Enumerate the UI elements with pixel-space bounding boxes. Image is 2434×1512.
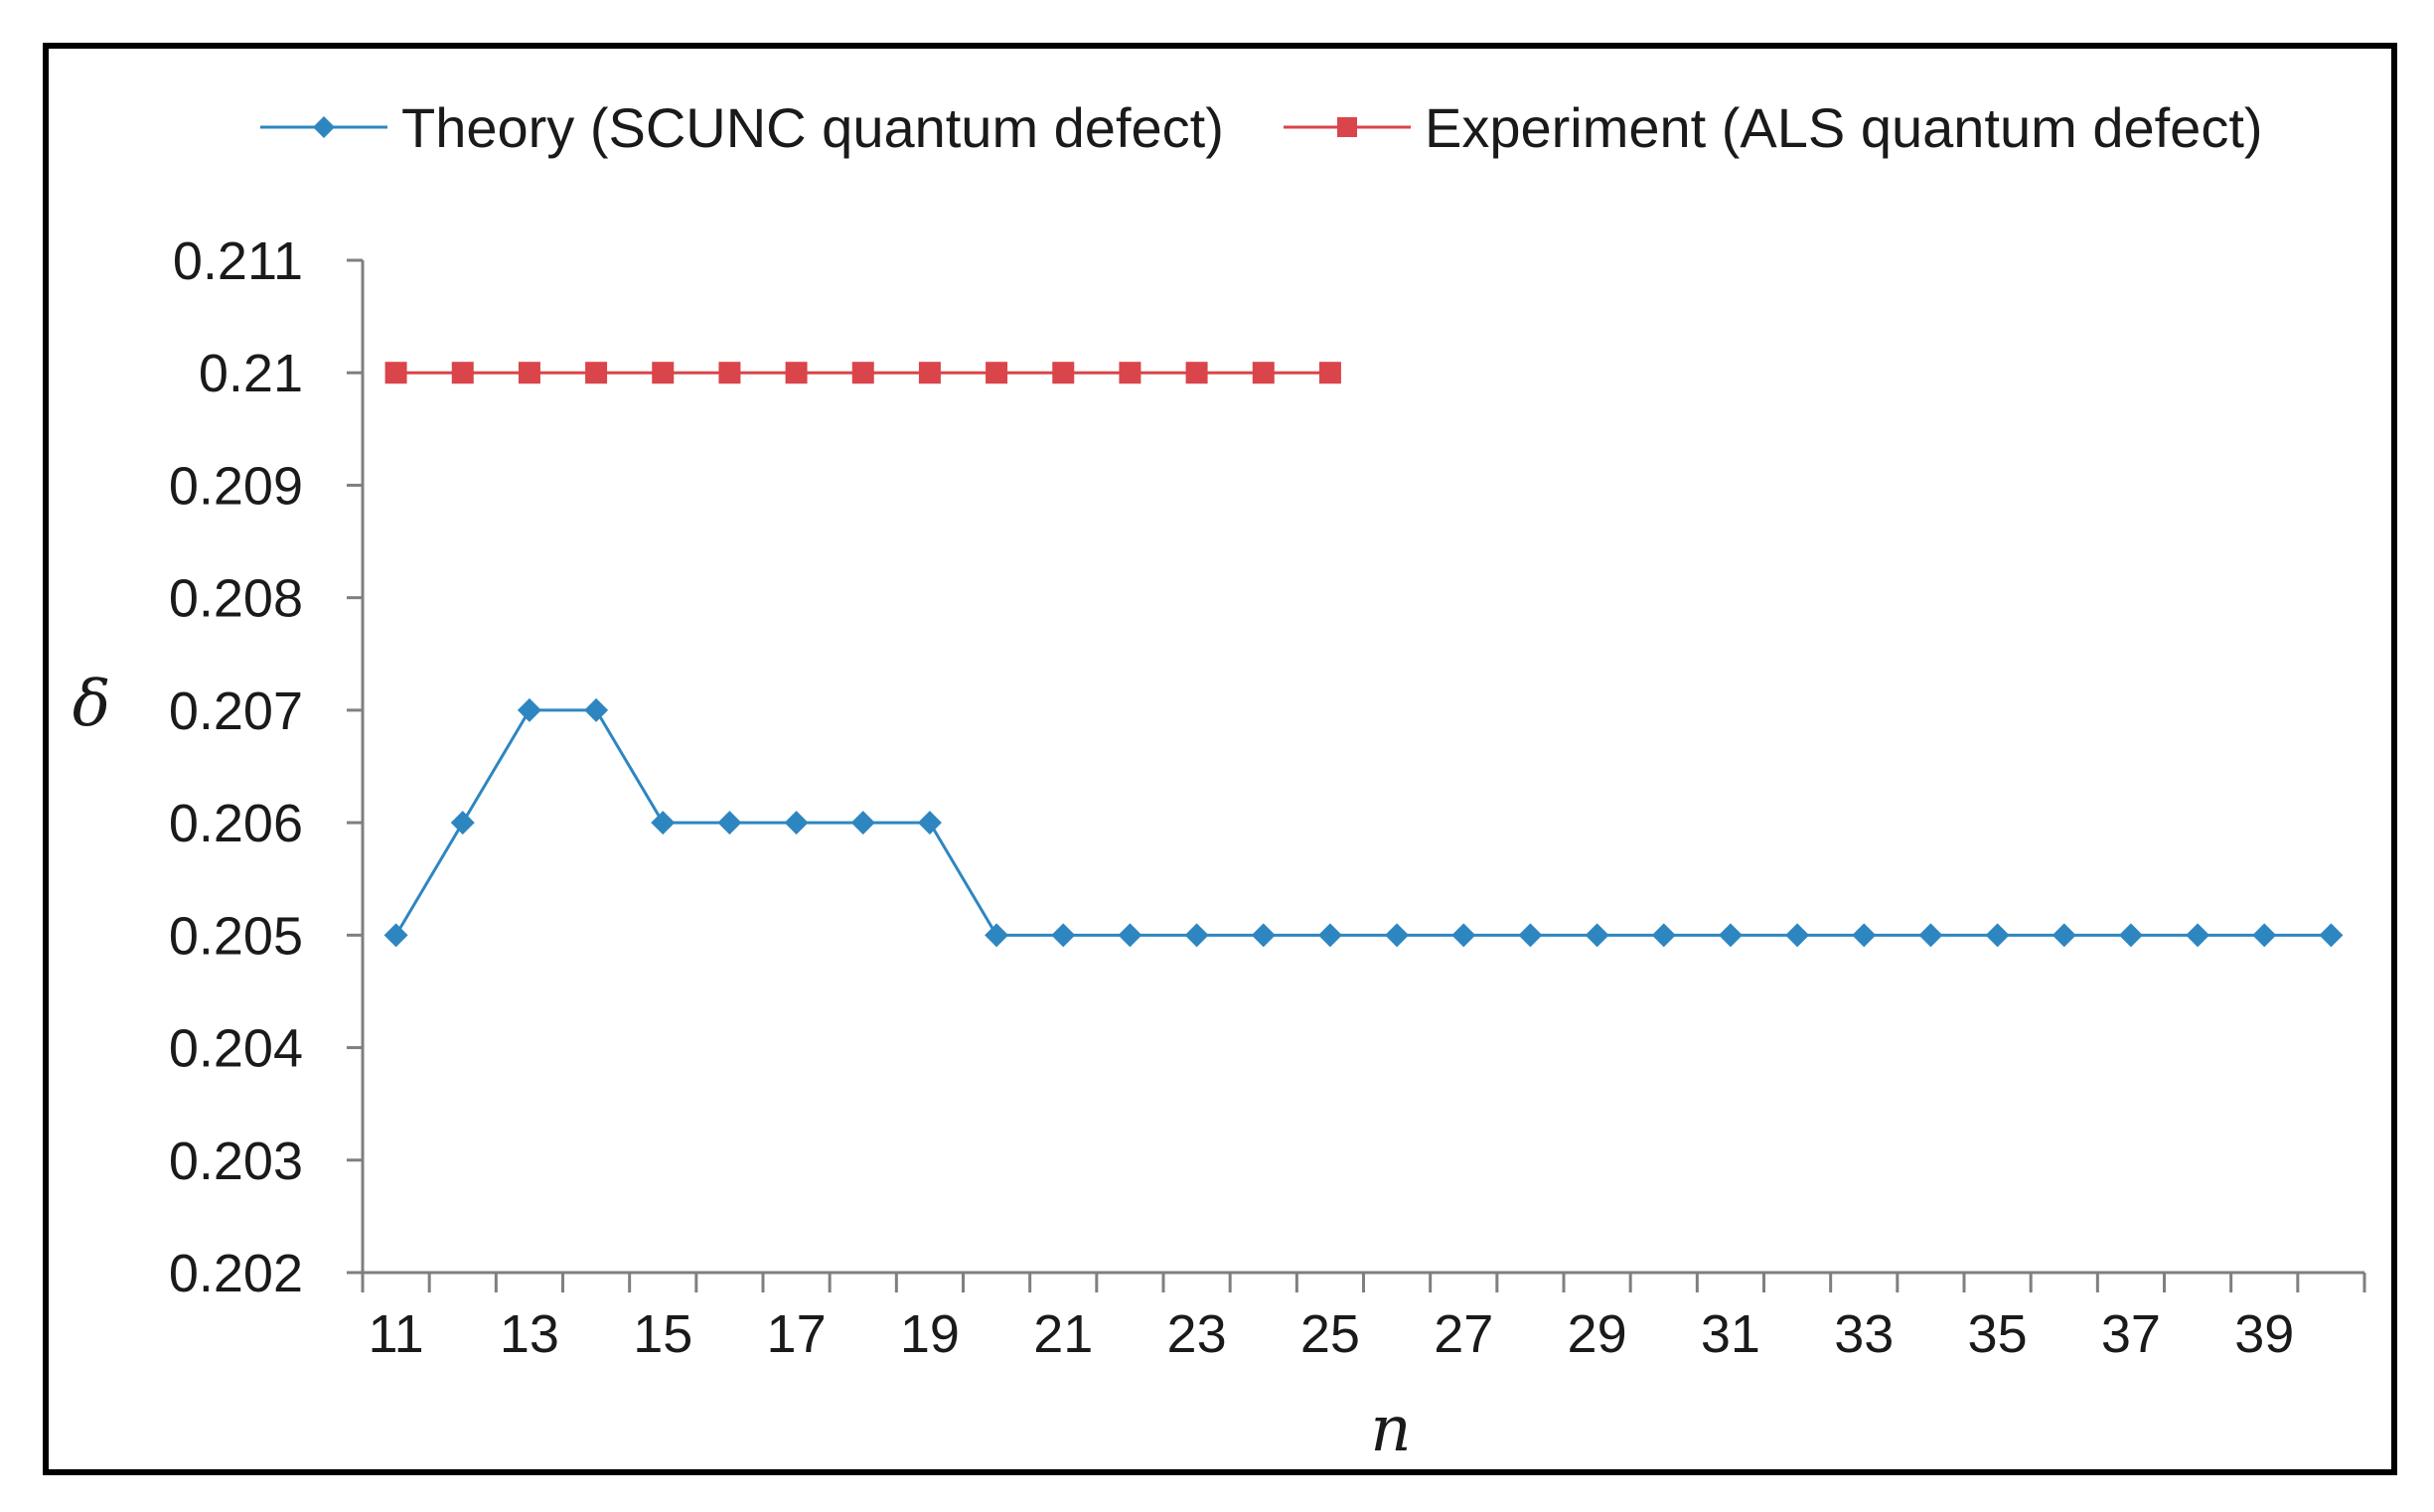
y-tick-label: 0.208: [169, 569, 303, 629]
x-tick-label: 37: [2101, 1304, 2161, 1364]
data-point-diamond: [517, 697, 541, 722]
data-point-square: [518, 362, 540, 384]
chart-frame: [43, 43, 2397, 1475]
data-point-diamond: [383, 923, 408, 948]
y-axis-label: δ: [73, 668, 111, 741]
x-tick-label: 39: [2234, 1304, 2294, 1364]
x-axis: 11 13 15 17 19 21 23 25 27 29 31 33 35 37 39: [361, 1271, 2366, 1364]
data-point-square: [718, 362, 741, 384]
data-point-diamond: [1184, 923, 1209, 948]
series-layer: [383, 362, 2344, 948]
data-point-diamond: [1918, 923, 1943, 948]
data-point-square: [986, 362, 1008, 384]
data-point-diamond: [2252, 923, 2277, 948]
x-tick-label: 13: [500, 1304, 559, 1364]
data-point-square: [851, 362, 874, 384]
data-point-square: [1318, 362, 1341, 384]
data-point-diamond: [1785, 923, 1810, 948]
x-axis-label: n: [1370, 1393, 1411, 1466]
data-point-diamond: [2319, 923, 2344, 948]
data-point-square: [652, 362, 675, 384]
data-point-diamond: [2052, 923, 2076, 948]
x-tick-label: 33: [1834, 1304, 1894, 1364]
series-experiment: [384, 362, 1341, 384]
data-point-square: [585, 362, 608, 384]
y-axis: 0.211 0.21 0.209 0.208 0.207 0.206 0.205 0.204 0…: [169, 231, 365, 1303]
x-tick-label: 25: [1300, 1304, 1360, 1364]
data-point-diamond: [1051, 923, 1076, 948]
x-tick-label: 23: [1167, 1304, 1227, 1364]
data-point-diamond: [1317, 923, 1342, 948]
x-tick-label: 31: [1701, 1304, 1760, 1364]
data-point-diamond: [1651, 923, 1676, 948]
x-tick-label: 17: [767, 1304, 827, 1364]
y-tick-label: 0.202: [169, 1244, 303, 1303]
legend-item: Theory (SCUNC quantum defect): [260, 96, 1224, 159]
data-point-diamond: [2118, 923, 2143, 948]
x-tick-label: 11: [369, 1304, 424, 1364]
x-tick-label: 29: [1568, 1304, 1627, 1364]
data-point-square: [1252, 362, 1275, 384]
legend-marker-square: [1337, 117, 1357, 137]
y-tick-label: 0.211: [173, 231, 303, 291]
y-tick-label: 0.209: [169, 456, 303, 516]
x-tick-label: 35: [1968, 1304, 2028, 1364]
x-tick-label: 27: [1434, 1304, 1493, 1364]
data-point-diamond: [717, 811, 742, 835]
y-tick-label: 0.204: [169, 1019, 303, 1079]
x-tick-label: 21: [1033, 1304, 1093, 1364]
data-point-diamond: [985, 923, 1009, 948]
x-tick-label: 19: [900, 1304, 960, 1364]
y-tick-label: 0.205: [169, 906, 303, 966]
data-point-diamond: [850, 811, 875, 835]
data-point-square: [451, 362, 474, 384]
data-point-square: [384, 362, 407, 384]
data-point-diamond: [1118, 923, 1142, 948]
data-point-diamond: [2186, 923, 2210, 948]
data-point-diamond: [1985, 923, 2010, 948]
data-point-diamond: [784, 811, 809, 835]
data-point-square: [1185, 362, 1208, 384]
y-tick-label: 0.207: [169, 681, 303, 741]
data-point-diamond: [450, 811, 475, 835]
legend: Theory (SCUNC quantum defect) Experiment …: [260, 96, 2263, 159]
data-point-square: [785, 362, 808, 384]
data-point-diamond: [584, 697, 609, 722]
data-point-diamond: [1585, 923, 1609, 948]
data-point-diamond: [917, 811, 942, 835]
y-tick-label: 0.206: [169, 794, 303, 853]
data-point-diamond: [1718, 923, 1743, 948]
legend-marker-diamond: [313, 116, 335, 138]
data-point-square: [1119, 362, 1141, 384]
y-tick-label: 0.203: [169, 1132, 303, 1191]
data-point-square: [1052, 362, 1075, 384]
data-point-diamond: [1451, 923, 1476, 948]
data-point-square: [918, 362, 941, 384]
legend-label: Experiment (ALS quantum defect): [1425, 96, 2263, 159]
data-point-diamond: [1518, 923, 1543, 948]
y-tick-label: 0.21: [199, 344, 303, 403]
series-theory: [383, 697, 2344, 948]
legend-label: Theory (SCUNC quantum defect): [401, 96, 1224, 159]
legend-item: Experiment (ALS quantum defect): [1284, 96, 2263, 159]
data-point-diamond: [1852, 923, 1877, 948]
data-point-diamond: [651, 811, 676, 835]
data-point-diamond: [1251, 923, 1276, 948]
x-tick-label: 15: [633, 1304, 692, 1364]
data-point-diamond: [1385, 923, 1410, 948]
